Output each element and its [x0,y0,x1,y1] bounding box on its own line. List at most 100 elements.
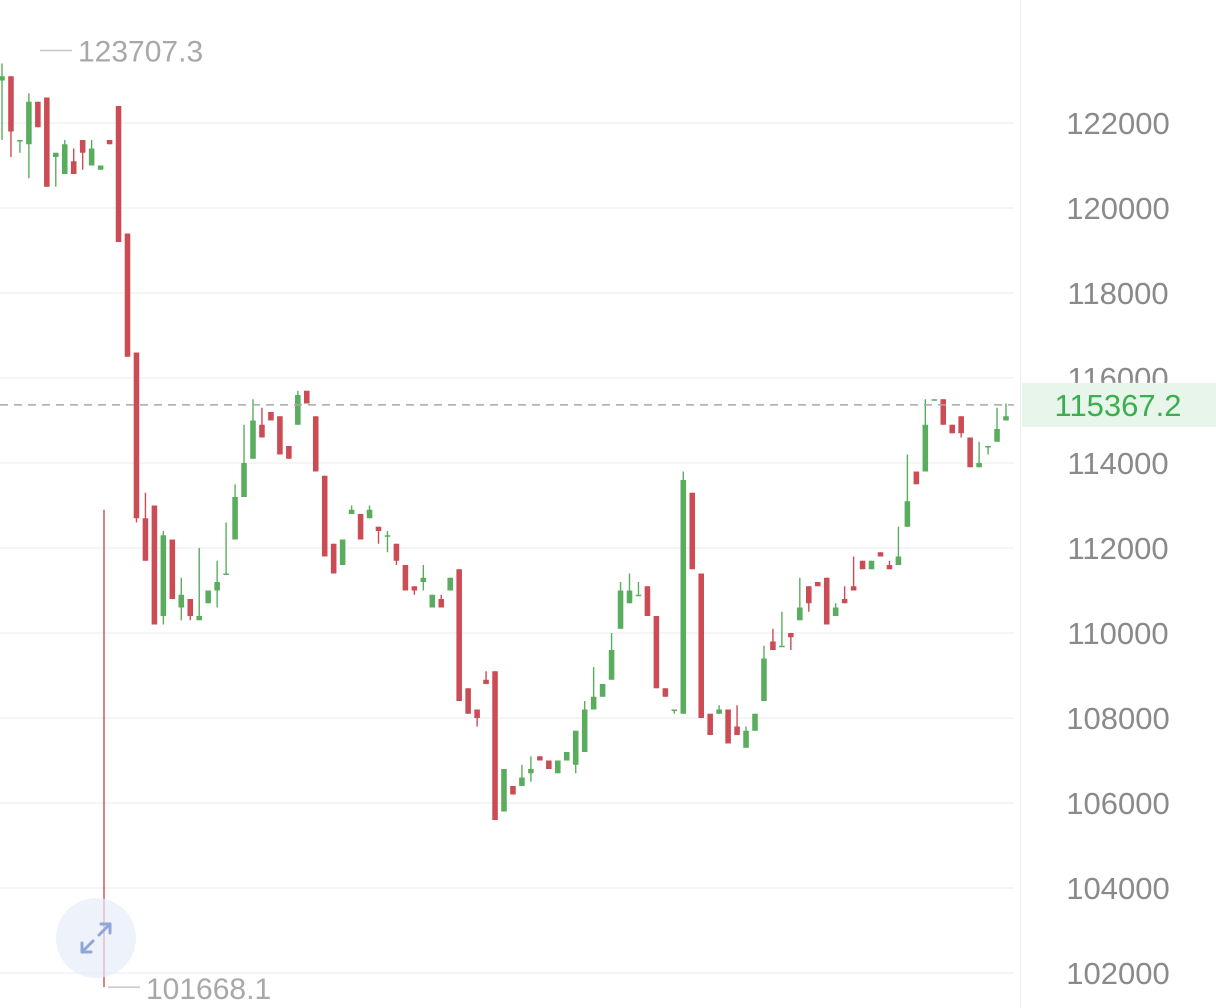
candle[interactable] [707,713,713,735]
candle[interactable] [967,437,973,468]
candle[interactable] [241,424,247,497]
candle[interactable] [483,671,489,684]
candle[interactable] [976,441,982,468]
candle[interactable] [402,565,409,591]
candle[interactable] [106,140,113,145]
candle[interactable] [384,531,391,553]
fullscreen-toggle-button[interactable] [56,898,136,978]
candle[interactable] [232,484,238,540]
candle[interactable] [644,586,651,616]
candle[interactable] [474,709,480,727]
candle[interactable] [680,471,687,714]
candle[interactable] [1003,403,1009,421]
candle[interactable] [79,140,86,170]
candle[interactable] [223,522,229,576]
candle[interactable] [806,586,812,612]
candle[interactable] [904,454,911,527]
candle[interactable] [187,599,194,621]
candle[interactable] [958,416,964,438]
candle[interactable] [330,543,337,574]
candle[interactable] [931,399,938,401]
candle[interactable] [868,560,875,570]
candle[interactable] [124,233,131,357]
candle[interactable] [662,688,669,697]
candle[interactable] [133,352,140,523]
candle[interactable] [151,505,158,625]
candle[interactable] [886,560,893,570]
candle[interactable] [599,684,606,697]
candle[interactable] [169,539,176,600]
candle[interactable] [447,577,453,591]
candle[interactable] [321,475,328,557]
candle[interactable] [160,531,167,625]
candle[interactable] [492,671,498,820]
candle[interactable] [985,446,991,455]
candle[interactable] [142,492,149,561]
candle[interactable] [53,152,59,187]
candle[interactable] [850,556,857,591]
candle[interactable] [357,514,364,540]
candle[interactable] [393,543,400,565]
candle[interactable] [734,705,740,735]
candle[interactable] [832,603,839,616]
candle[interactable] [859,560,866,570]
candle[interactable] [178,577,185,621]
candle[interactable] [528,756,534,782]
candle[interactable] [295,390,301,425]
candle[interactable] [877,552,884,557]
candle[interactable] [501,769,507,812]
candle[interactable] [339,539,346,566]
candle[interactable] [671,709,678,714]
candle[interactable] [70,148,77,175]
candle[interactable] [44,97,50,187]
candle[interactable] [770,628,776,650]
candle[interactable] [411,586,418,595]
candle[interactable] [250,399,256,459]
candle[interactable] [277,416,283,455]
candle[interactable] [35,101,41,128]
candle[interactable] [608,633,615,680]
candle[interactable] [0,63,5,141]
candle[interactable] [304,390,310,404]
candle[interactable] [779,611,785,648]
candle[interactable] [375,526,382,544]
candle[interactable] [716,705,722,714]
candle[interactable] [519,764,525,786]
candle[interactable] [725,709,731,744]
candle[interactable] [949,424,955,434]
candle[interactable] [259,407,265,438]
candle[interactable] [26,93,32,179]
candle[interactable] [214,560,220,608]
candle[interactable] [617,582,624,629]
candle[interactable] [563,752,570,761]
candle[interactable] [348,505,355,515]
candle[interactable] [823,577,830,625]
candle[interactable] [546,760,552,770]
candle[interactable] [572,730,579,774]
candle[interactable] [797,577,803,621]
candle[interactable] [814,582,821,587]
candle[interactable] [196,548,202,621]
candle[interactable] [922,399,929,472]
candle[interactable] [8,76,14,157]
candle[interactable] [510,786,516,795]
candle[interactable] [205,590,211,604]
candle[interactable] [438,594,445,608]
candle[interactable] [994,407,1000,442]
candle[interactable] [312,416,319,472]
candle[interactable] [635,582,642,597]
candle[interactable] [115,106,122,242]
candle[interactable] [788,633,794,650]
candle[interactable] [88,140,95,166]
candle[interactable] [940,399,947,425]
candle[interactable] [456,569,462,701]
candle[interactable] [743,726,749,748]
candle[interactable] [581,701,588,752]
candle[interactable] [429,594,436,608]
candle[interactable] [61,140,68,174]
candle[interactable] [698,573,704,719]
candle[interactable] [689,492,696,570]
candle[interactable] [555,760,561,774]
